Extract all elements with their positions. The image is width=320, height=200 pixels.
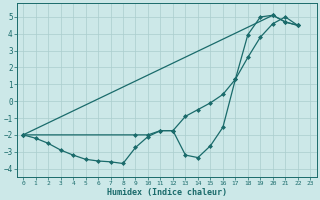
X-axis label: Humidex (Indice chaleur): Humidex (Indice chaleur) — [107, 188, 227, 197]
